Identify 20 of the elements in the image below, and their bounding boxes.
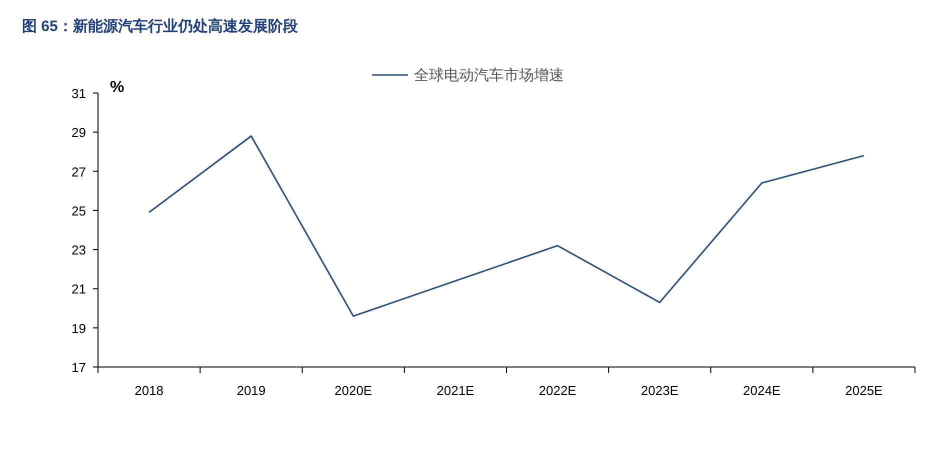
x-tick-label: 2018	[134, 383, 164, 398]
x-tick-label: 2025E	[845, 383, 884, 398]
y-tick-label: 29	[72, 125, 86, 140]
x-tick-label: 2023E	[640, 383, 679, 398]
y-tick-label: 19	[72, 320, 86, 336]
y-tick-label: 17	[72, 360, 86, 375]
x-tick-label: 2020E	[334, 383, 372, 398]
y-tick-label: 23	[72, 242, 86, 258]
y-tick-label: 27	[72, 164, 86, 180]
y-tick-label: 31	[72, 86, 86, 101]
y-tick-label: 21	[72, 282, 86, 297]
y-axis-title: %	[110, 79, 124, 96]
x-tick-label: 2021E	[436, 383, 475, 398]
x-tick-label: 2022E	[538, 383, 577, 398]
x-tick-label: 2019	[236, 383, 266, 398]
line-series	[148, 135, 865, 317]
y-tick-label: 25	[72, 203, 86, 218]
chart-title: 图 65：新能源汽车行业仍处高速发展阶段	[22, 17, 299, 35]
x-tick-label: 2024E	[743, 383, 781, 398]
legend-label: 全球电动汽车市场增速	[414, 67, 564, 84]
